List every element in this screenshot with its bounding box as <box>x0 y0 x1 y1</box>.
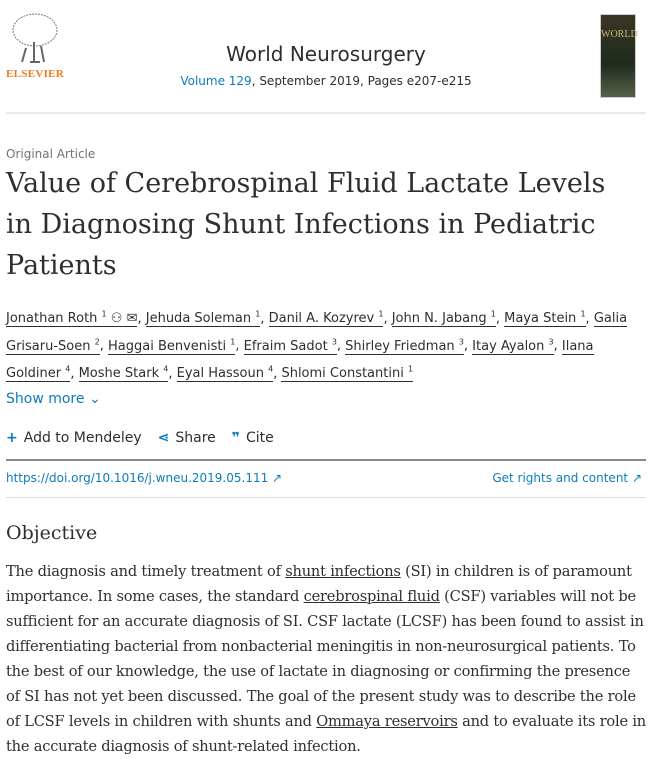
share-icon: ⋖ <box>157 430 170 446</box>
cover-title: WORLD <box>601 29 638 40</box>
chevron-down-icon: ⌄ <box>88 391 101 407</box>
author-link[interactable]: Efraim Sadot 3 <box>243 337 337 355</box>
abstract-paragraph: The diagnosis and timely treatment of sh… <box>6 559 646 759</box>
author-link[interactable]: Itay Ayalon 3 <box>472 337 554 355</box>
author-link[interactable]: Maya Stein 1 <box>504 310 586 328</box>
publisher-name: ELSEVIER <box>6 68 65 80</box>
author-link[interactable]: Haggai Benvenisti 1 <box>108 337 236 355</box>
journal-header: ELSEVIER World Neurosurgery Volume 129, … <box>6 0 646 114</box>
affiliation-marker: 1 <box>230 337 236 347</box>
affiliation-marker: 3 <box>548 337 554 347</box>
journal-cover-image[interactable]: WORLD <box>600 14 638 98</box>
mendeley-label: Add to Mendeley <box>23 430 142 446</box>
text: (CSF) variables will not be sufficient f… <box>6 588 644 730</box>
section-heading: Objective <box>6 522 98 544</box>
share-label: Share <box>175 430 216 446</box>
share-button[interactable]: ⋖ Share <box>158 430 216 446</box>
affiliation-marker: 1 <box>378 310 384 319</box>
article-actions: + Add to Mendeley ⋖ Share ❞ Cite <box>6 430 274 446</box>
cite-label: Cite <box>246 430 274 446</box>
author-name: Moshe Stark <box>78 365 160 381</box>
author-name: Shirley Friedman <box>345 338 455 354</box>
article-title: Value of Cerebrospinal Fluid Lactate Lev… <box>6 168 606 281</box>
author-name: Shlomi Constantini <box>281 365 404 381</box>
author-name: Jonathan Roth <box>6 311 98 327</box>
affiliation-marker: 4 <box>65 364 71 374</box>
cite-button[interactable]: ❞ Cite <box>232 430 274 446</box>
issue-details: , September 2019, Pages e207-e215 <box>251 74 472 88</box>
affiliation-marker: 1 <box>580 310 586 319</box>
topic-link[interactable]: shunt infections <box>285 563 401 580</box>
author-link[interactable]: Moshe Stark 4 <box>78 364 169 382</box>
topic-link[interactable]: cerebrospinal fluid <box>303 588 440 605</box>
rights-link[interactable]: Get rights and content ↗ <box>492 471 642 485</box>
author-name: Galia Grisaru-Soen <box>6 311 628 354</box>
divider <box>6 459 646 461</box>
author-name: Eyal Hassoun <box>176 365 264 381</box>
author-name: Danil A. Kozyrev <box>268 311 375 327</box>
affiliation-marker: 3 <box>458 337 464 347</box>
affiliation-marker: 1 <box>255 310 261 319</box>
person-icon: ⚇ <box>110 311 123 327</box>
add-to-mendeley-button[interactable]: + Add to Mendeley <box>6 430 142 446</box>
plus-icon: + <box>6 430 18 446</box>
article-type: Original Article <box>6 147 96 161</box>
topic-link[interactable]: Ommaya reservoirs <box>316 713 458 730</box>
text: (SI) in children is of paramount importa… <box>6 563 632 605</box>
elsevier-logo[interactable]: ELSEVIER <box>6 12 64 80</box>
author-name: Maya Stein <box>504 311 577 327</box>
author-name: Ilana Goldiner <box>6 338 594 381</box>
author-link[interactable]: Shlomi Constantini 1 <box>281 364 414 382</box>
author-link[interactable]: Shirley Friedman 3 <box>345 337 464 355</box>
author-link[interactable]: Eyal Hassoun 4 <box>176 364 274 382</box>
author-link[interactable]: Jehuda Soleman 1 <box>145 310 261 328</box>
affiliation-marker: 3 <box>331 337 337 347</box>
affiliation-marker: 1 <box>490 310 496 319</box>
journal-title[interactable]: World Neurosurgery <box>226 42 426 66</box>
affiliation-marker: 2 <box>94 337 100 347</box>
author-name: Efraim Sadot <box>243 338 328 354</box>
affiliation-marker: 1 <box>407 364 414 374</box>
author-link[interactable]: John N. Jabang 1 <box>391 310 496 328</box>
author-link[interactable]: Galia Grisaru-Soen 2 <box>6 311 628 355</box>
author-list: Jonathan Roth 1 ⚇ ✉, Jehuda Soleman 1, D… <box>6 310 628 382</box>
divider <box>6 497 646 498</box>
volume-info: Volume 129, September 2019, Pages e207-e… <box>6 74 646 88</box>
elsevier-tree-icon <box>12 13 58 63</box>
doi-link[interactable]: https://doi.org/10.1016/j.wneu.2019.05.1… <box>6 471 283 485</box>
show-more-button[interactable]: Show more ⌄ <box>6 391 101 407</box>
quote-icon: ❞ <box>231 430 241 446</box>
volume-link[interactable]: Volume 129 <box>180 74 252 88</box>
affiliation-marker: 4 <box>163 364 169 374</box>
affiliation-marker: 4 <box>268 364 274 374</box>
author-link[interactable]: Danil A. Kozyrev 1 <box>268 310 384 328</box>
author-link[interactable]: Ilana Goldiner 4 <box>6 338 594 382</box>
author-name: Jehuda Soleman <box>145 311 252 327</box>
author-link[interactable]: Jonathan Roth 1 ⚇ ✉ <box>6 310 138 328</box>
text: The diagnosis and timely treatment of <box>6 563 286 580</box>
email-icon: ✉ <box>126 311 138 327</box>
author-name: Haggai Benvenisti <box>108 338 227 354</box>
show-more-label: Show more <box>6 391 85 407</box>
author-name: Itay Ayalon <box>472 338 545 354</box>
affiliation-marker: 1 <box>101 310 107 319</box>
author-name: John N. Jabang <box>391 311 487 327</box>
